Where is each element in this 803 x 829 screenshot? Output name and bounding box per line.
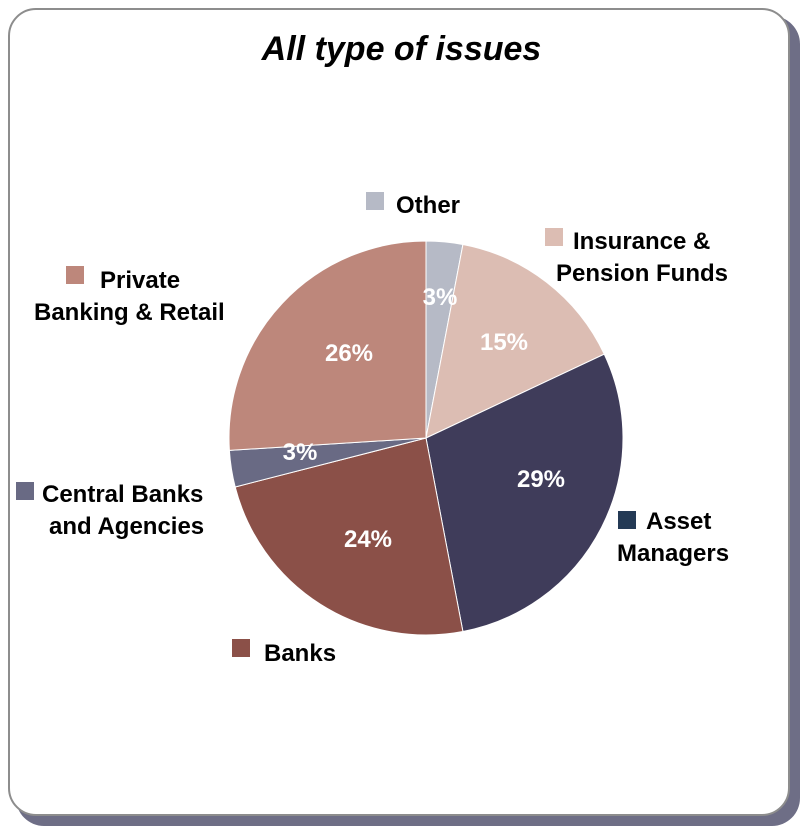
percent-label: 29% xyxy=(517,466,565,493)
percent-label: 3% xyxy=(423,284,458,311)
category-label: Private xyxy=(100,267,180,294)
category-label: Managers xyxy=(617,540,729,567)
category-label: Pension Funds xyxy=(556,260,728,287)
legend-marker xyxy=(366,192,384,210)
percent-labels: 3% 15% 29% 24% 3% 26% xyxy=(283,284,565,553)
category-labels: Other Insurance & Pension Funds Asset Manage… xyxy=(16,192,729,667)
percent-label: 24% xyxy=(344,526,392,553)
pie-slices xyxy=(228,240,624,636)
pie-slice-insurance-pension-funds xyxy=(425,243,605,439)
chart-title: All type of issues xyxy=(261,30,542,68)
category-label: Banks xyxy=(264,640,336,667)
category-label: Other xyxy=(396,192,460,219)
legend-marker xyxy=(66,266,84,284)
legend-marker xyxy=(16,482,34,500)
legend-marker xyxy=(545,228,563,246)
pie-slice-asset-managers xyxy=(425,353,624,633)
pie-slice-private-banking-retail xyxy=(228,240,427,451)
percent-label: 3% xyxy=(283,439,318,466)
legend-marker xyxy=(618,511,636,529)
legend-marker xyxy=(232,639,250,657)
percent-label: 26% xyxy=(325,340,373,367)
category-label: Banking & Retail xyxy=(34,299,225,326)
category-label: Asset xyxy=(646,508,711,535)
category-label: Central Banks xyxy=(42,481,203,508)
category-label: and Agencies xyxy=(49,513,204,540)
pie-slice-banks xyxy=(234,437,464,636)
percent-label: 15% xyxy=(480,329,528,356)
category-label: Insurance & xyxy=(573,228,710,255)
